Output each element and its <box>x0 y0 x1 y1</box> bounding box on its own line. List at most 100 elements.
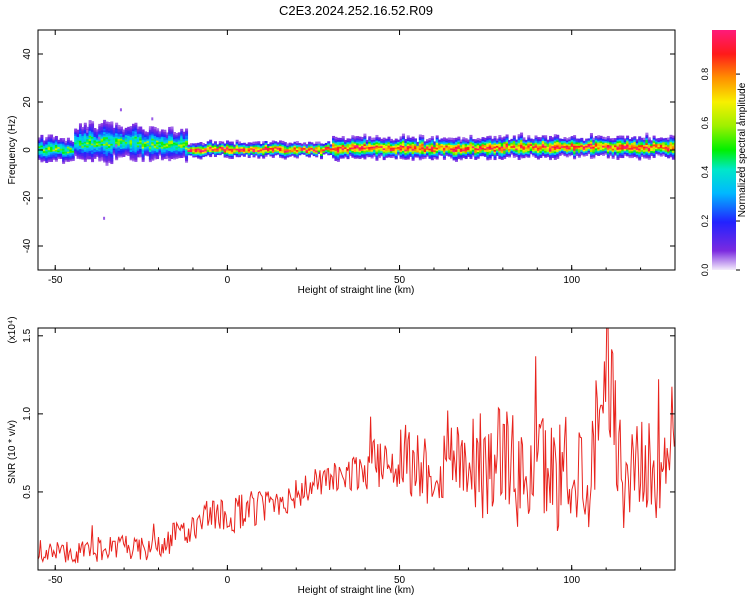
heatmap-cell <box>78 123 82 126</box>
heatmap-cell <box>223 146 227 150</box>
heatmap-cell <box>568 140 572 143</box>
heatmap-cell <box>626 152 630 155</box>
heatmap-cell <box>421 153 425 156</box>
heatmap-cell <box>336 146 340 149</box>
heatmap-cell <box>375 143 379 146</box>
heatmap-cell <box>98 150 102 154</box>
heatmap-cell <box>144 151 148 154</box>
heatmap-cell <box>602 143 606 146</box>
heatmap-cell <box>430 152 434 156</box>
heatmap-cell <box>459 142 463 146</box>
heatmap-cell <box>40 156 44 159</box>
heatmap-cell <box>153 157 157 160</box>
heatmap-cell <box>274 151 278 154</box>
heatmap-cell <box>363 157 367 160</box>
heatmap-cell <box>78 153 82 156</box>
heatmap-cell <box>105 158 109 161</box>
heatmap-cell <box>488 147 492 150</box>
heatmap-cell <box>238 144 242 148</box>
heatmap-cell <box>74 128 78 131</box>
heatmap-cell <box>76 149 80 153</box>
heatmap-cell <box>471 144 475 147</box>
heatmap-cell <box>476 137 480 141</box>
heatmap-cell <box>336 139 340 142</box>
heatmap-cell <box>119 128 123 131</box>
x-tick-label: 50 <box>394 275 406 286</box>
heatmap-cell <box>327 141 331 144</box>
heatmap-cell <box>618 145 622 148</box>
heatmap-cell <box>134 147 138 151</box>
heatmap-cell <box>599 152 603 155</box>
heatmap-cell <box>100 124 104 128</box>
heatmap-cell <box>185 135 189 138</box>
heatmap-cell <box>86 126 90 130</box>
heatmap-cell <box>148 149 152 152</box>
heatmap-cell <box>57 139 61 143</box>
heatmap-cell <box>392 155 396 158</box>
heatmap-cell <box>614 139 618 143</box>
heatmap-cell <box>264 142 268 145</box>
heatmap-cell <box>83 149 87 152</box>
heatmap-cell <box>199 150 203 153</box>
heatmap-cell <box>88 135 92 138</box>
heatmap-cell <box>62 138 66 141</box>
heatmap-cell <box>45 150 49 153</box>
heatmap-cell <box>156 131 160 134</box>
heatmap-cell <box>385 153 389 157</box>
heatmap-cell <box>618 147 622 150</box>
heatmap-cell <box>117 136 121 140</box>
heatmap-cell <box>254 149 258 153</box>
heatmap-cell <box>180 138 184 142</box>
heatmap-cell <box>332 144 336 147</box>
heatmap-cell <box>206 142 210 146</box>
heatmap-cell <box>262 144 266 147</box>
heatmap-cell <box>218 151 222 154</box>
heatmap-cell <box>95 152 99 156</box>
heatmap-cell <box>105 126 109 129</box>
heatmap-cell <box>433 151 437 154</box>
heatmap-cell <box>662 151 666 154</box>
heatmap-cell <box>421 155 425 158</box>
heatmap-cell <box>486 137 490 141</box>
heatmap-cell <box>435 148 439 152</box>
heatmap-cell <box>655 140 659 143</box>
heatmap-cell <box>266 143 270 147</box>
heatmap-cell <box>91 158 95 161</box>
heatmap-cell <box>213 153 217 156</box>
heatmap-cell <box>556 141 560 144</box>
heatmap-cell <box>88 147 92 150</box>
heatmap-cell <box>570 144 574 147</box>
heatmap-cell <box>575 148 579 151</box>
heatmap-cell <box>606 147 610 151</box>
heatmap-cell <box>175 153 179 156</box>
heatmap-cell <box>471 142 475 145</box>
heatmap-cell <box>81 152 85 155</box>
heatmap-cell <box>633 139 637 142</box>
heatmap-cell <box>353 141 357 144</box>
heatmap-cell <box>100 150 104 153</box>
heatmap-cell <box>238 151 242 154</box>
heatmap-cell <box>423 149 427 152</box>
heatmap-cell <box>467 141 471 144</box>
heatmap-cell <box>230 156 234 159</box>
heatmap-cell <box>592 142 596 145</box>
heatmap-cell <box>404 149 408 152</box>
heatmap-cell <box>158 153 162 156</box>
heatmap-cell <box>368 139 372 142</box>
heatmap-cell <box>647 157 651 160</box>
heatmap-cell <box>623 150 627 153</box>
heatmap-cell <box>647 145 651 148</box>
heatmap-cell <box>358 139 362 143</box>
heatmap-cell <box>469 153 473 156</box>
heatmap-cell <box>293 150 297 153</box>
heatmap-cell <box>213 146 217 149</box>
heatmap-cell <box>370 154 374 157</box>
heatmap-cell <box>659 140 663 144</box>
heatmap-cell <box>385 150 389 153</box>
heatmap-cell <box>370 147 374 151</box>
heatmap-cell <box>206 141 210 144</box>
heatmap-cell <box>45 160 49 163</box>
heatmap-cell <box>642 137 646 140</box>
heatmap-cell <box>575 143 579 146</box>
heatmap-cell <box>459 154 463 157</box>
